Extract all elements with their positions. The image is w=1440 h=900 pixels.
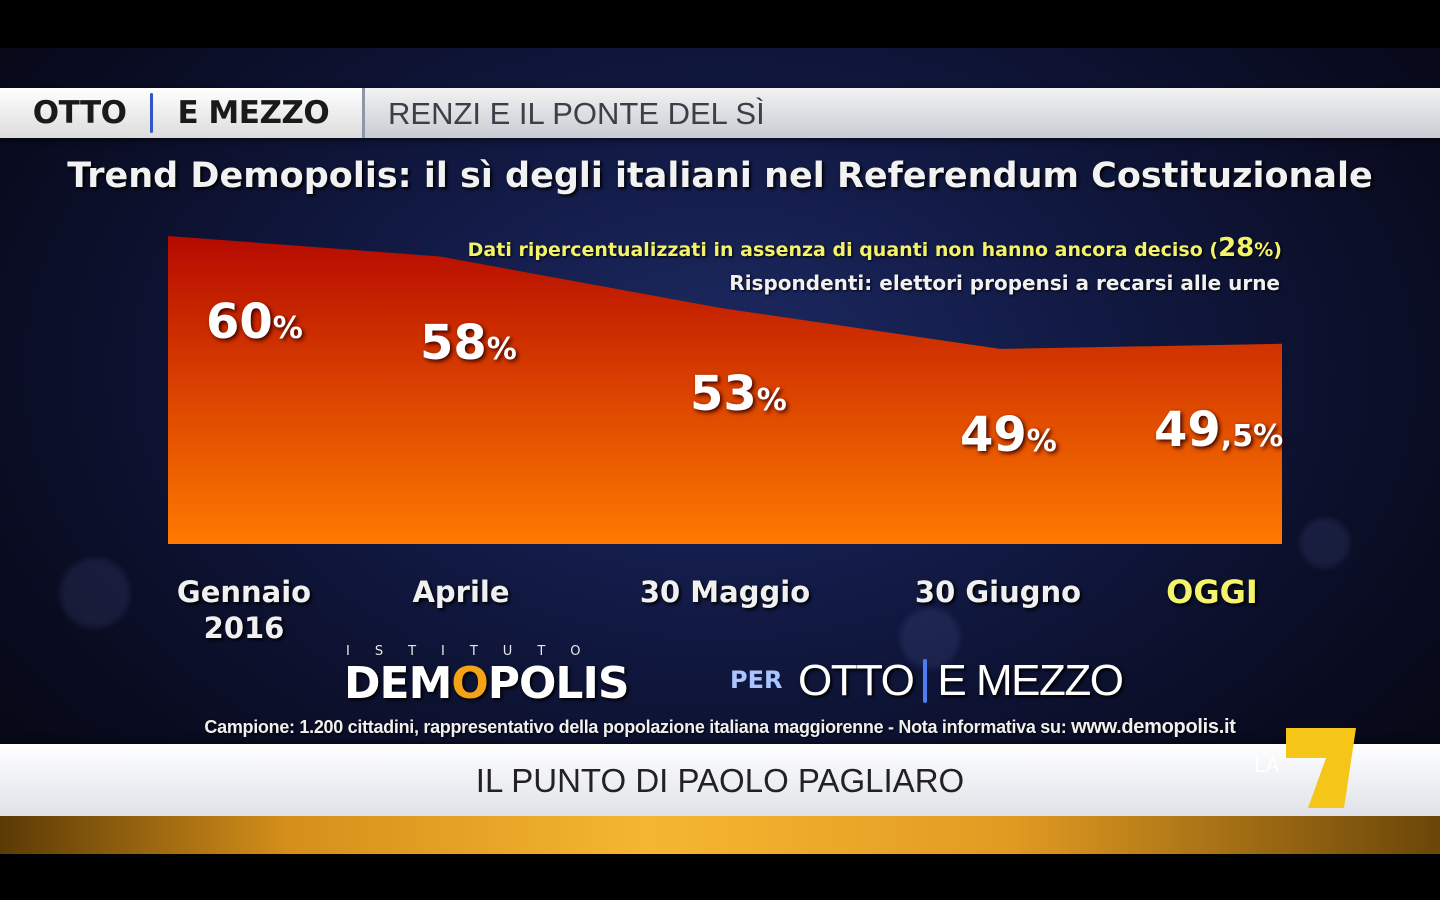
demopolis-logo-text: DEMOPOLIS xyxy=(344,658,630,709)
area-series xyxy=(168,236,1282,544)
data-label-number: 49 xyxy=(1154,401,1221,458)
data-label-unit: % xyxy=(486,331,517,367)
x-axis-label-line: Gennaio xyxy=(176,575,312,609)
la7-logo-la: LA xyxy=(1254,753,1280,777)
data-label-unit: % xyxy=(756,382,787,418)
lower-third-banner xyxy=(0,744,1440,816)
program-logo: OTTO E MEZZO xyxy=(0,88,365,138)
bokeh-light xyxy=(1300,518,1350,568)
data-label: 53% xyxy=(690,366,787,422)
bokeh-light xyxy=(900,608,960,668)
x-axis-label-line: 30 Maggio xyxy=(639,575,811,609)
data-label: 58% xyxy=(420,315,517,371)
recalc-note-suffix: %) xyxy=(1254,239,1282,261)
data-label-number: 53 xyxy=(690,365,757,422)
footnote-text: Campione: 1.200 cittadini, rappresentati… xyxy=(204,717,1072,737)
sample-footnote: Campione: 1.200 cittadini, rappresentati… xyxy=(0,716,1440,739)
program-logo-word1: OTTO xyxy=(32,95,127,131)
data-label-unit: ,5% xyxy=(1220,418,1284,454)
x-axis-label-line: OGGI xyxy=(1166,573,1258,611)
chart-title: Trend Demopolis: il sì degli italiani ne… xyxy=(67,156,1373,196)
x-axis-label-line: Aprile xyxy=(412,575,510,609)
data-label: 49% xyxy=(960,407,1057,463)
x-axis-label: Aprile xyxy=(351,574,571,610)
data-label-unit: % xyxy=(272,311,303,346)
partner-logo-word2: E MEZZO xyxy=(937,656,1124,705)
data-label-number: 60 xyxy=(206,294,273,350)
partner-logo-separator xyxy=(923,659,928,703)
demopolis-logo-part: POLIS xyxy=(487,658,630,709)
area-chart xyxy=(168,236,1282,544)
x-axis-label: Gennaio 2016 xyxy=(134,574,354,646)
demopolis-logo-accent: O xyxy=(451,658,488,709)
program-logo-word2: E MEZZO xyxy=(177,95,330,131)
x-axis-label-line: 2016 xyxy=(203,611,285,645)
data-label: 60% xyxy=(206,294,303,350)
data-label-unit: % xyxy=(1026,423,1057,459)
recalc-note: Dati ripercentualizzati in assenza di qu… xyxy=(468,233,1282,263)
la7-logo: LA 7 xyxy=(1254,728,1356,808)
demopolis-logo-part: DEM xyxy=(344,658,452,709)
tv-screen: OTTO E MEZZO RENZI E IL PONTE DEL SÌ Tre… xyxy=(0,48,1440,854)
respondents-note: Rispondenti: elettori propensi a recarsi… xyxy=(729,271,1280,295)
footnote-url: www.demopolis.it xyxy=(1071,716,1236,738)
recalc-note-text: Dati ripercentualizzati in assenza di qu… xyxy=(467,239,1219,261)
bokeh-light xyxy=(60,558,130,628)
gold-band xyxy=(0,816,1440,854)
data-label: 49,5% xyxy=(1154,402,1283,458)
data-label-number: 49 xyxy=(960,406,1027,463)
program-logo-separator xyxy=(150,93,154,133)
lower-third-text: IL PUNTO DI PAOLO PAGLIARO xyxy=(475,762,965,799)
demopolis-logo: DEMOPOLIS xyxy=(344,658,630,709)
x-axis-label: OGGI xyxy=(1102,574,1322,610)
partner-logo: OTTO E MEZZO xyxy=(798,656,1124,706)
x-axis-label: 30 Giugno xyxy=(888,574,1108,610)
la7-logo-shape xyxy=(1286,728,1356,808)
partner-logo-word1: OTTO xyxy=(798,656,915,705)
institute-small-text: ISTITUTO xyxy=(346,644,606,659)
x-axis-label-line: 30 Giugno xyxy=(914,575,1082,609)
per-label: PER xyxy=(730,666,783,694)
recalc-note-value: 28 xyxy=(1218,233,1255,263)
x-axis-label: 30 Maggio xyxy=(615,574,835,610)
data-label-number: 58 xyxy=(420,314,487,371)
segment-title: RENZI E IL PONTE DEL SÌ xyxy=(388,96,765,131)
